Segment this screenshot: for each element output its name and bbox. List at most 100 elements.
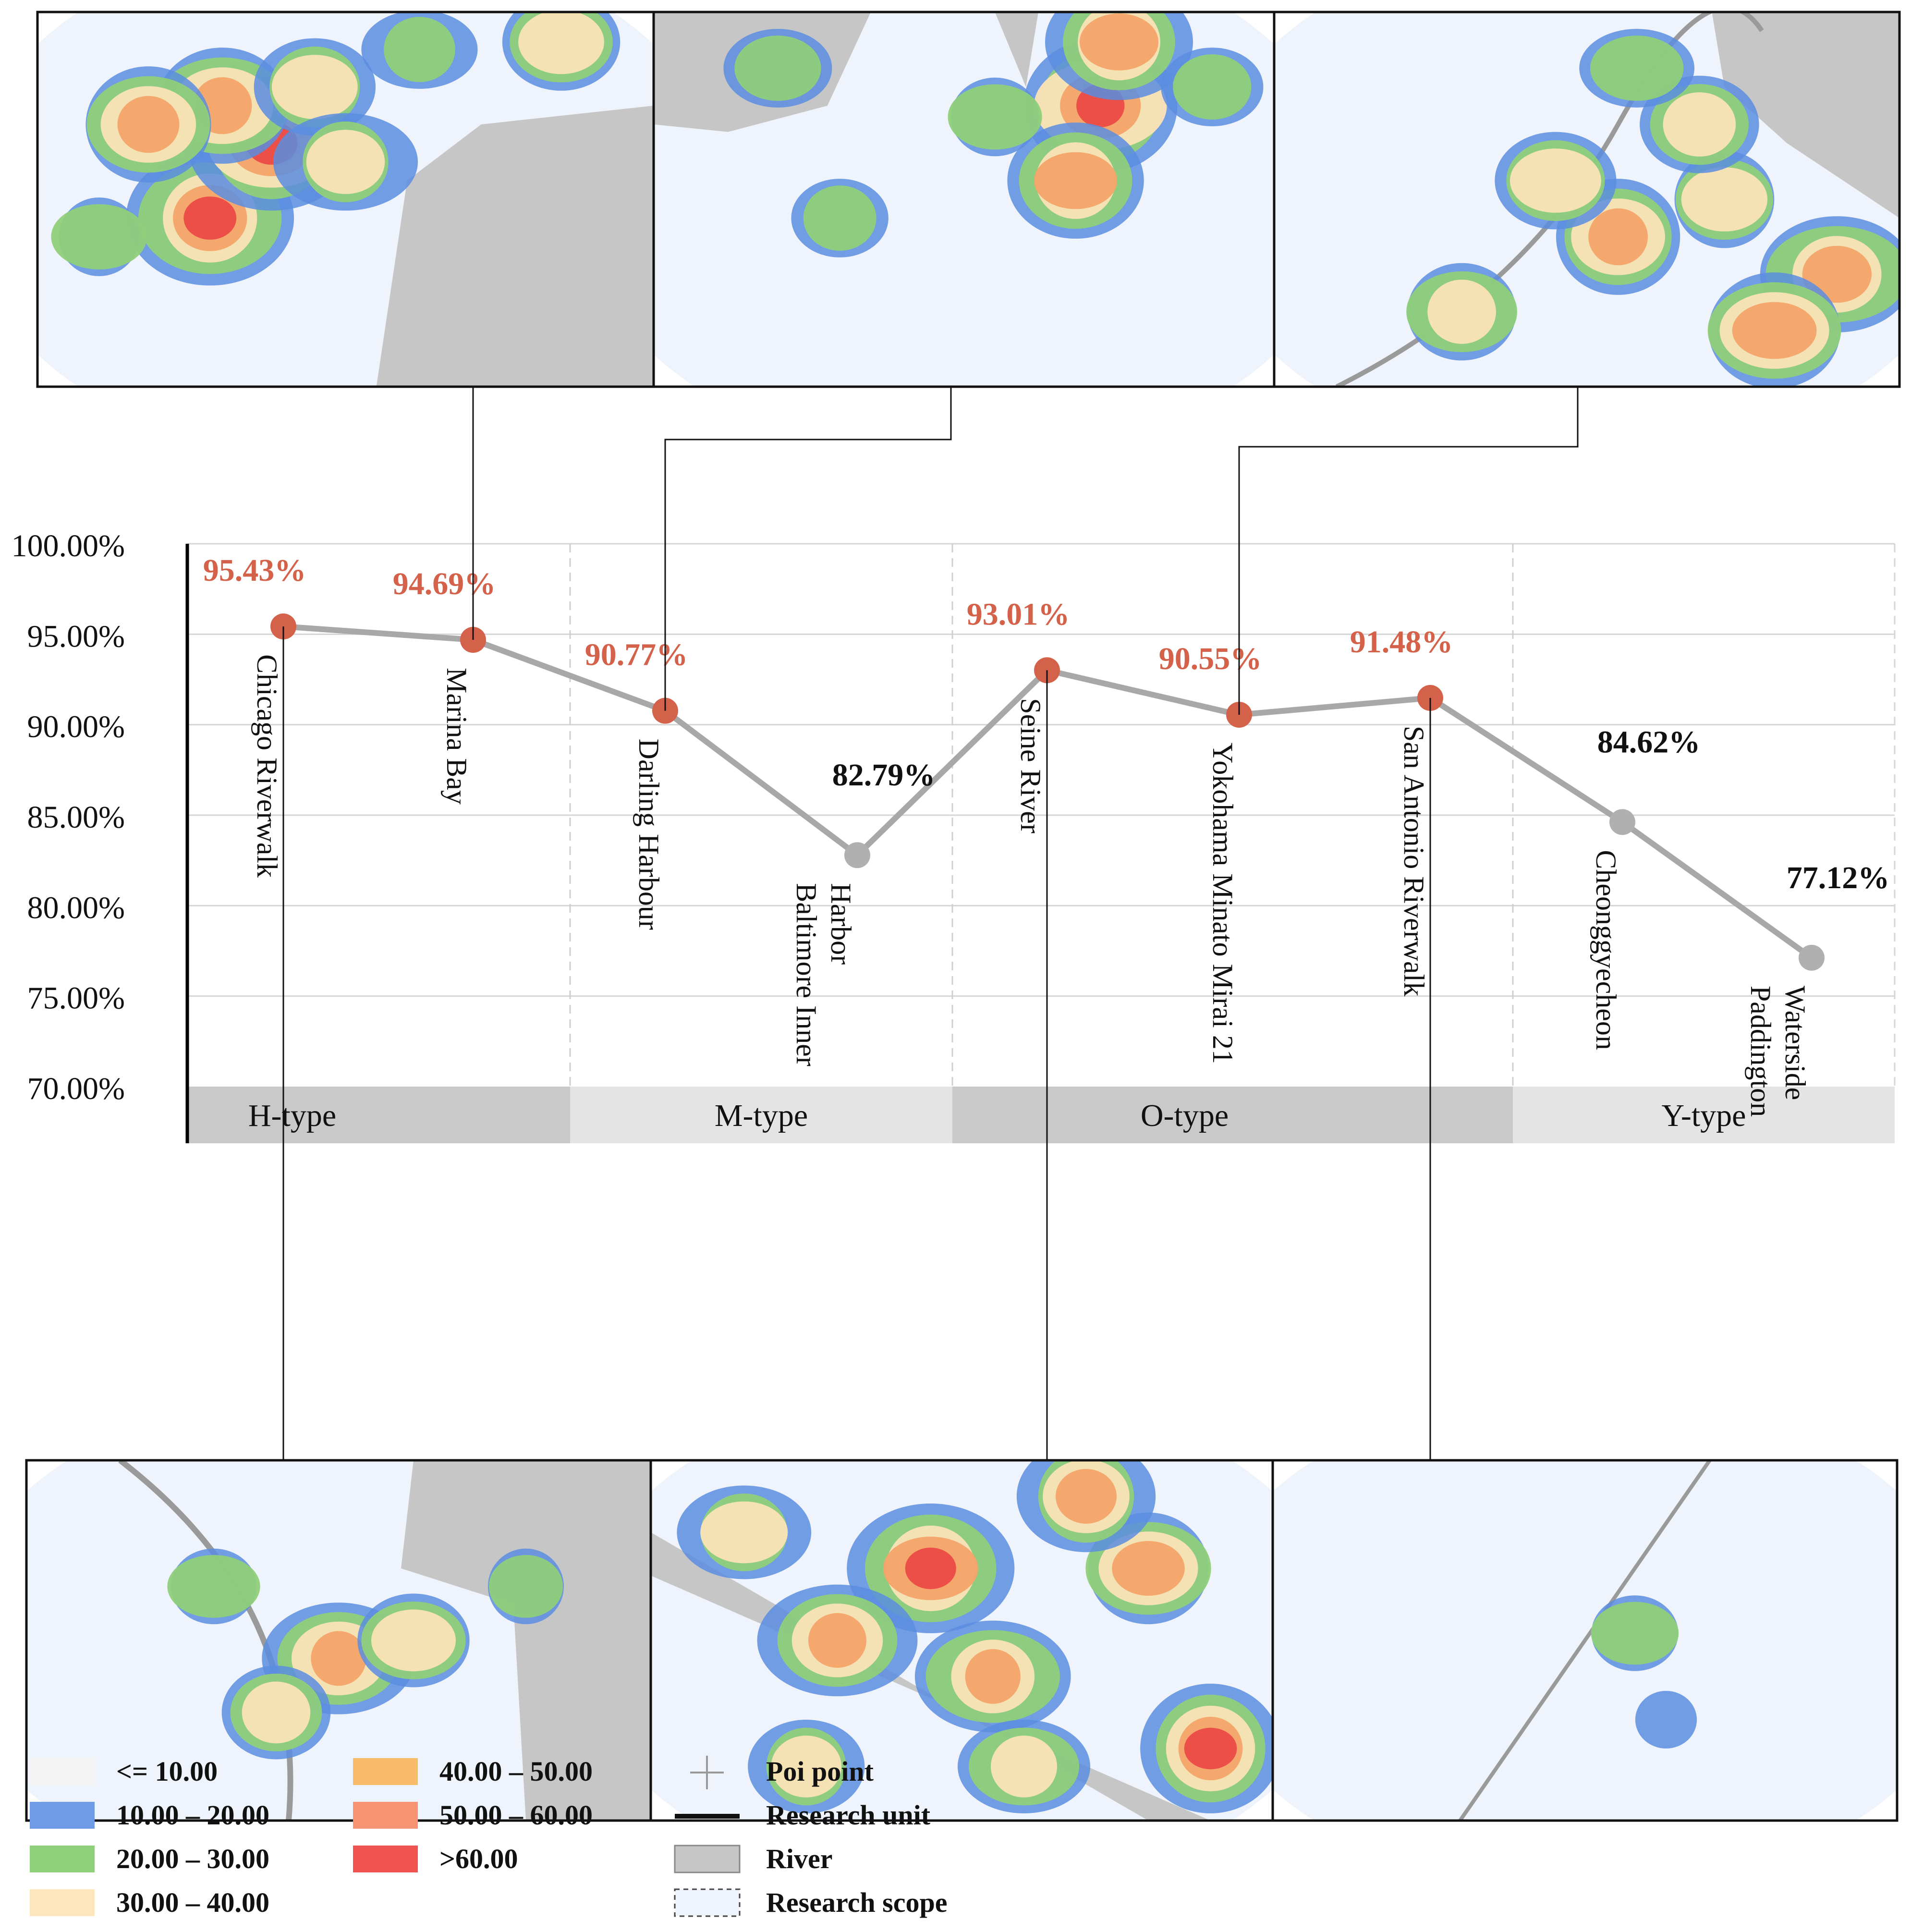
river-area <box>376 106 654 387</box>
density-blob <box>1173 54 1252 120</box>
density-blob <box>1588 208 1648 266</box>
map-frame <box>1271 1459 1899 1822</box>
map-content <box>654 12 1274 387</box>
legend-label: 10.00 – 20.00 <box>116 1799 269 1831</box>
density-blob <box>808 1613 867 1668</box>
map-content <box>1274 12 1899 387</box>
data-point <box>1609 809 1635 835</box>
group-label: Y-type <box>1662 1098 1746 1133</box>
density-blob <box>311 1631 366 1686</box>
data-label: 95.43% <box>203 553 306 588</box>
legend-swatch <box>30 1802 95 1829</box>
y-tick-label: 75.00% <box>27 981 125 1016</box>
legend-swatch <box>353 1846 418 1872</box>
map-panel-bottom-2 <box>649 1459 1274 1822</box>
density-blob <box>803 185 876 251</box>
category-label: Harbor <box>825 883 857 965</box>
legend-swatch <box>30 1758 95 1785</box>
river-line <box>118 1460 293 1821</box>
group-band <box>570 1087 952 1143</box>
density-blob <box>306 130 385 194</box>
legend-label: 20.00 – 30.00 <box>116 1843 269 1874</box>
density-blob <box>271 55 358 119</box>
category-label: Paddington <box>1745 986 1777 1117</box>
density-blob <box>117 96 180 153</box>
map-content <box>37 12 654 387</box>
data-label: 93.01% <box>967 597 1070 632</box>
data-point <box>844 842 870 868</box>
density-blob <box>242 1681 311 1744</box>
y-tick-label: 90.00% <box>27 709 125 745</box>
category-label: Waterside <box>1779 986 1811 1100</box>
legend-label: Research scope <box>766 1887 947 1918</box>
density-blob <box>1427 280 1496 344</box>
river-swatch <box>674 1845 741 1873</box>
y-tick-label: 100.00% <box>12 528 125 563</box>
legend-label: 50.00 – 60.00 <box>439 1799 593 1831</box>
legend-swatch <box>30 1889 95 1916</box>
map-content <box>26 1460 651 1821</box>
legend-label: Poi point <box>766 1756 874 1787</box>
density-blob <box>1055 1469 1117 1524</box>
density-blob <box>734 36 821 101</box>
data-label: 90.55% <box>1159 641 1262 676</box>
data-label: 90.77% <box>585 637 688 673</box>
category-label: Yokohama Minato Mirai 21 <box>1207 743 1239 1064</box>
legend-label: 30.00 – 40.00 <box>116 1887 269 1918</box>
legend: <= 10.00 10.00 – 20.00 20.00 – 30.00 30.00 … <box>30 1756 947 1918</box>
density-blob <box>518 12 604 74</box>
density-blob <box>371 1609 456 1672</box>
density-blob <box>384 17 455 82</box>
map-panel-bottom-1 <box>25 1459 652 1822</box>
river-area <box>995 12 1039 87</box>
density-blob <box>771 1736 842 1797</box>
map-connectors <box>282 387 1579 1460</box>
legend-label: <= 10.00 <box>116 1756 218 1787</box>
density-blob <box>1732 302 1817 359</box>
category-label: Marina Bay <box>441 668 473 805</box>
category-label: Seine River <box>1015 698 1047 833</box>
density-blob <box>1590 36 1684 101</box>
density-blob <box>1591 1602 1679 1665</box>
map-panel-top-3 <box>1273 11 1901 388</box>
map-panel-top-1 <box>36 11 655 388</box>
legend-label: River <box>766 1843 833 1874</box>
density-blob <box>1663 92 1736 157</box>
legend-swatch <box>353 1802 418 1829</box>
y-tick-label: 80.00% <box>27 890 125 925</box>
legend-label: >60.00 <box>439 1843 518 1874</box>
map-panel-top-2 <box>652 11 1276 388</box>
density-blob <box>1112 1541 1185 1596</box>
data-label: 94.69% <box>393 566 496 601</box>
y-tick-label: 85.00% <box>27 800 125 835</box>
density-blob <box>183 196 237 240</box>
density-blob <box>948 84 1042 150</box>
river-line <box>1458 1460 1712 1821</box>
category-label: Darling Harbour <box>633 739 665 930</box>
river-area <box>1712 12 1899 218</box>
y-tick-label: 70.00% <box>27 1071 125 1106</box>
legend-label: 40.00 – 50.00 <box>439 1756 593 1787</box>
map-panels <box>25 11 1901 1822</box>
connector-line <box>1238 387 1579 715</box>
group-label: H-type <box>248 1098 336 1133</box>
category-label: Baltimore Inner <box>791 883 822 1066</box>
connector-line <box>664 387 952 711</box>
map-content <box>651 1460 1273 1821</box>
density-blob <box>1681 167 1768 232</box>
data-point <box>1799 944 1825 971</box>
density-blob <box>990 1736 1058 1797</box>
dashed-rect-icon <box>674 1888 741 1917</box>
category-label: Cheonggyecheon <box>1590 850 1622 1050</box>
group-label: O-type <box>1141 1098 1229 1133</box>
map-frame <box>1273 11 1901 388</box>
map-content <box>1273 1460 1897 1821</box>
category-label: San Antonio Riverwalk <box>1398 726 1430 996</box>
y-tick-label: 95.00% <box>27 619 125 654</box>
density-blob <box>1184 1727 1237 1770</box>
river-area <box>401 1460 651 1821</box>
density-blob <box>905 1547 956 1590</box>
density-blob <box>167 1555 260 1618</box>
density-blob <box>1509 148 1601 213</box>
